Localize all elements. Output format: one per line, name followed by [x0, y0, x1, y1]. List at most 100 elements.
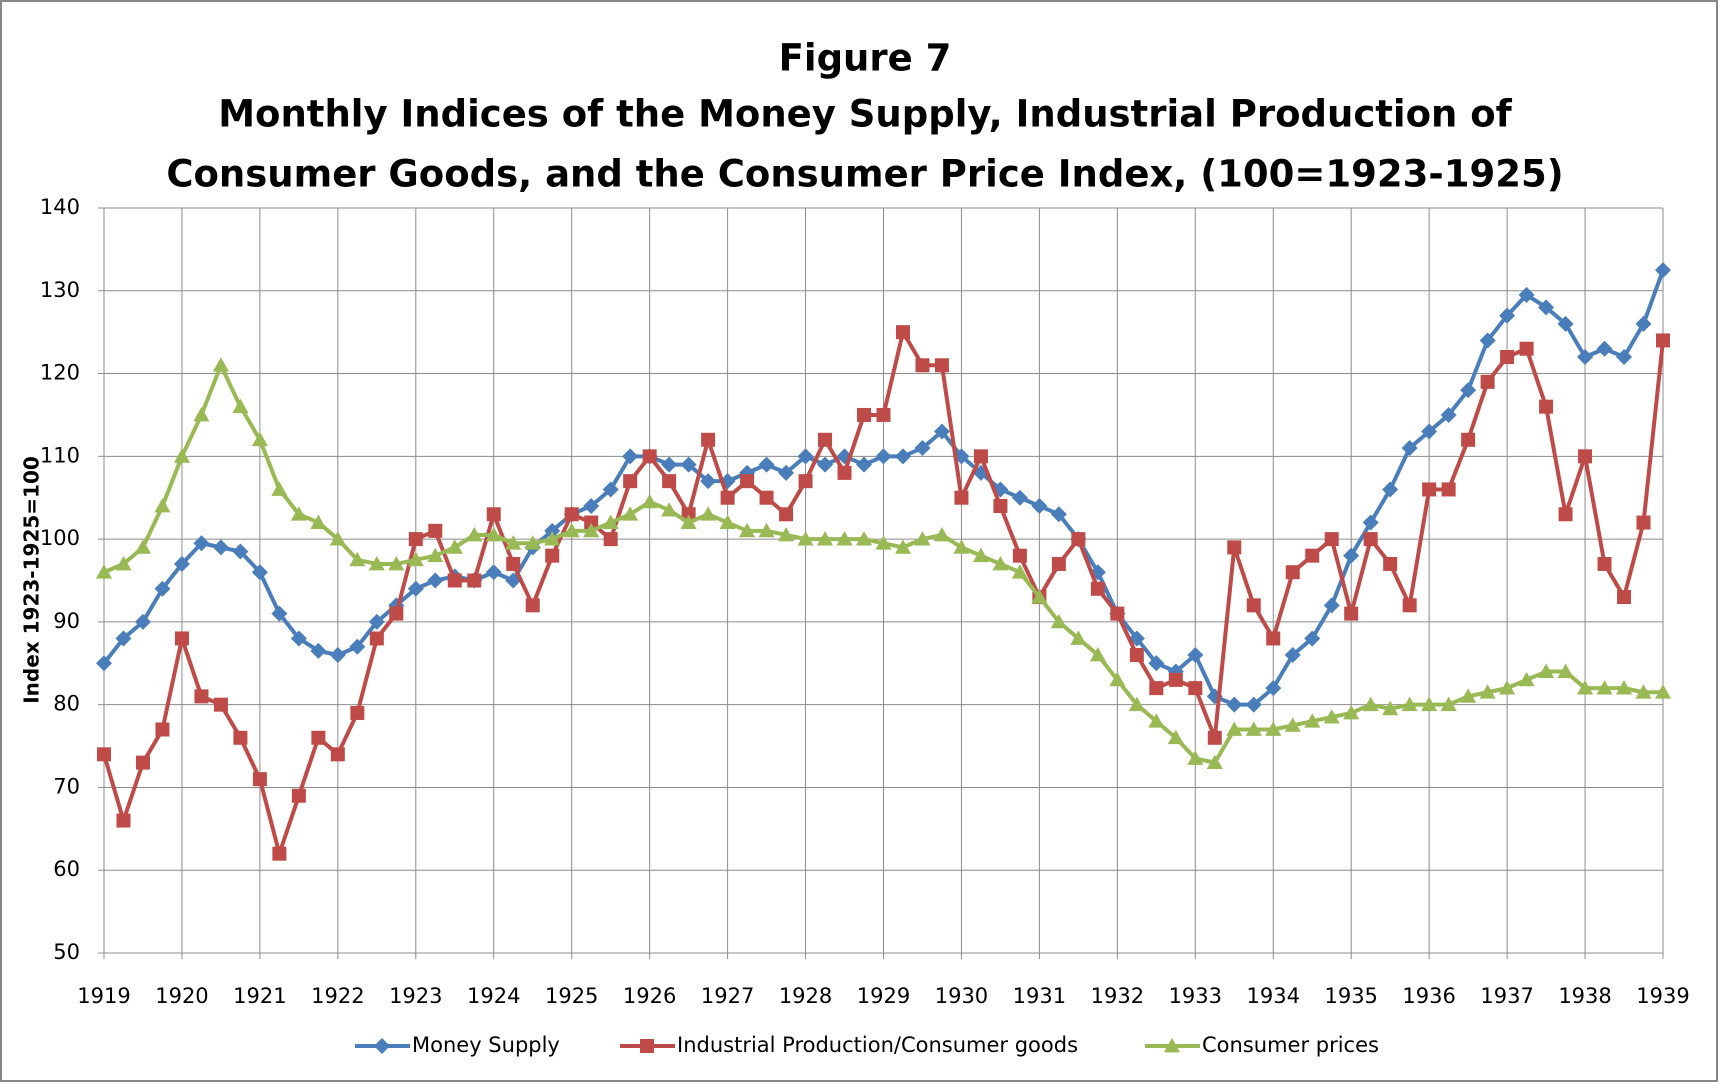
x-tick-label: 1925 [545, 984, 598, 1008]
marker [115, 630, 132, 647]
marker [1596, 680, 1613, 695]
marker [1635, 684, 1652, 699]
marker [1323, 709, 1340, 724]
marker [369, 631, 384, 646]
marker [1421, 696, 1438, 712]
marker [1596, 340, 1613, 357]
y-tick-label: 120 [40, 361, 80, 385]
marker [1187, 750, 1204, 765]
marker [193, 406, 210, 422]
marker [1265, 680, 1282, 697]
marker [1284, 717, 1301, 732]
marker [349, 551, 366, 567]
marker [545, 548, 560, 563]
x-tick-label: 1924 [467, 984, 520, 1008]
marker [154, 498, 171, 513]
marker [466, 526, 483, 542]
marker [739, 522, 756, 538]
marker [1362, 514, 1379, 531]
marker [700, 506, 717, 521]
marker [972, 547, 989, 563]
marker [1265, 721, 1282, 736]
marker [973, 449, 988, 464]
marker [1343, 547, 1360, 564]
x-tick-label: 1919 [77, 984, 130, 1008]
marker [1578, 449, 1593, 464]
marker [895, 325, 910, 340]
marker [1246, 598, 1261, 613]
legend-label: Money Supply [412, 1033, 560, 1057]
marker [505, 535, 522, 550]
marker [329, 531, 346, 546]
marker [1421, 423, 1438, 440]
marker [778, 526, 795, 542]
marker [857, 407, 872, 422]
y-tick-label: 70 [53, 774, 80, 798]
marker [1617, 590, 1632, 605]
marker [1480, 374, 1495, 389]
marker [408, 532, 423, 547]
marker [1324, 532, 1339, 547]
marker [933, 526, 950, 542]
marker [642, 449, 657, 464]
marker [447, 573, 462, 588]
marker [467, 573, 482, 588]
marker [720, 490, 735, 505]
marker [875, 448, 892, 465]
marker [1164, 1038, 1180, 1053]
marker [1577, 349, 1594, 365]
marker [310, 514, 327, 529]
marker [1148, 713, 1165, 728]
legend-label: Consumer prices [1202, 1033, 1379, 1057]
marker [1440, 696, 1457, 712]
marker [388, 555, 405, 571]
marker [291, 788, 306, 803]
marker [1148, 655, 1165, 672]
marker [525, 598, 540, 613]
marker [992, 555, 1009, 571]
marker [894, 539, 911, 554]
marker [1071, 532, 1086, 547]
marker [213, 697, 228, 712]
marker [1441, 482, 1456, 497]
marker [1538, 663, 1555, 678]
marker [1090, 581, 1105, 596]
marker [1245, 721, 1262, 736]
x-tick-label: 1930 [935, 984, 988, 1008]
marker [485, 564, 502, 581]
x-tick-label: 1920 [155, 984, 208, 1008]
marker [329, 647, 346, 663]
marker [1597, 556, 1612, 571]
marker [271, 605, 288, 622]
marker [544, 531, 561, 546]
marker [1050, 613, 1067, 629]
marker [798, 474, 813, 489]
marker [1499, 307, 1516, 324]
x-tick-label: 1928 [779, 984, 832, 1008]
marker [1266, 631, 1281, 646]
marker [1479, 684, 1496, 699]
marker [368, 555, 385, 571]
marker [719, 514, 736, 529]
marker [934, 358, 949, 373]
marker [1440, 406, 1457, 423]
marker [174, 631, 189, 646]
marker [1577, 680, 1594, 695]
marker [232, 543, 249, 560]
chart-title: Figure 7 [779, 37, 952, 80]
marker [271, 481, 288, 496]
x-tick-label: 1926 [623, 984, 676, 1008]
y-tick-label: 60 [53, 857, 80, 881]
marker [1344, 606, 1359, 621]
marker [1402, 598, 1417, 613]
marker [953, 539, 970, 554]
marker [856, 531, 873, 546]
marker [1401, 696, 1418, 712]
marker [758, 456, 775, 473]
marker [1655, 262, 1671, 279]
marker [661, 456, 678, 473]
marker [1460, 688, 1477, 703]
marker [894, 448, 911, 465]
y-axis-title: Index 1923-1925=100 [20, 456, 44, 704]
marker [1519, 341, 1534, 356]
